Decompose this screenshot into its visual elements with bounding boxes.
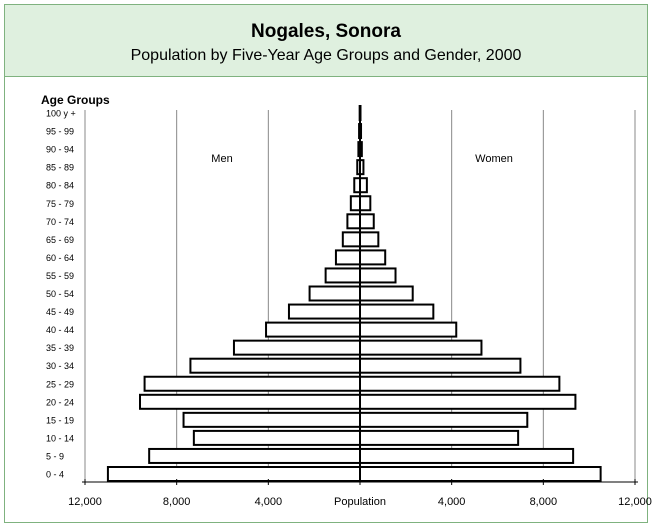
bar-women-12 bbox=[359, 249, 387, 266]
bar-women-5 bbox=[359, 375, 561, 392]
bar-men-4 bbox=[139, 393, 361, 410]
y-tick-label-5: 25 - 29 bbox=[46, 379, 74, 389]
bar-women-13 bbox=[359, 231, 380, 248]
bar-men-1 bbox=[148, 447, 361, 464]
chart-subtitle: Population by Five-Year Age Groups and G… bbox=[130, 47, 522, 64]
y-tick-label-12: 60 - 64 bbox=[46, 253, 74, 263]
bar-men-11 bbox=[324, 267, 361, 284]
y-tick-label-2: 10 - 14 bbox=[46, 433, 74, 443]
bar-women-8 bbox=[359, 321, 458, 338]
bar-women-4 bbox=[359, 393, 577, 410]
y-tick-label-20: 100 y + bbox=[46, 109, 76, 119]
y-tick-label-6: 30 - 34 bbox=[46, 361, 74, 371]
chart-title: Nogales, Sonora bbox=[251, 21, 401, 42]
x-tick-label-3: Population bbox=[334, 496, 386, 508]
bar-men-13 bbox=[341, 231, 361, 248]
bar-men-5 bbox=[143, 375, 361, 392]
bar-women-14 bbox=[359, 213, 375, 230]
bar-men-3 bbox=[182, 411, 361, 428]
chart-header: Nogales, Sonora Population by Five-Year … bbox=[5, 5, 647, 77]
axis-layer: Age Groups Men Women 12,000 8,000 4,000 Pop… bbox=[41, 93, 652, 508]
bar-men-9 bbox=[287, 303, 362, 320]
x-tick-label-0: 12,000 bbox=[68, 496, 102, 508]
y-tick-label-13: 65 - 69 bbox=[46, 235, 74, 245]
y-tick-label-4: 20 - 24 bbox=[46, 397, 74, 407]
y-tick-label-19: 95 - 99 bbox=[46, 127, 74, 137]
bar-women-0 bbox=[359, 466, 602, 482]
y-tick-label-16: 80 - 84 bbox=[46, 181, 74, 191]
bar-women-15 bbox=[359, 195, 372, 212]
y-tick-label-1: 5 - 9 bbox=[46, 451, 64, 461]
bar-men-10 bbox=[308, 285, 362, 302]
bar-men-2 bbox=[192, 429, 361, 446]
bar-men-14 bbox=[346, 213, 362, 230]
bar-men-7 bbox=[232, 339, 361, 356]
bar-men-8 bbox=[265, 321, 361, 338]
y-tick-label-3: 15 - 19 bbox=[46, 415, 74, 425]
y-tick-label-9: 45 - 49 bbox=[46, 307, 74, 317]
bar-women-10 bbox=[359, 285, 414, 302]
bar-women-16 bbox=[359, 177, 368, 194]
bar-women-11 bbox=[359, 267, 397, 284]
x-tick-label-6: 12,000 bbox=[618, 496, 652, 508]
bar-women-6 bbox=[359, 357, 522, 374]
bar-women-2 bbox=[359, 429, 520, 446]
y-tick-label-18: 90 - 94 bbox=[46, 145, 74, 155]
bar-women-9 bbox=[359, 303, 435, 320]
y-tick-label-0: 0 - 4 bbox=[46, 470, 64, 480]
y-tick-label-10: 50 - 54 bbox=[46, 289, 74, 299]
x-tick-label-5: 8,000 bbox=[530, 496, 558, 508]
bar-women-3 bbox=[359, 411, 529, 428]
x-tick-label-4: 4,000 bbox=[438, 496, 466, 508]
series-label-men: Men bbox=[211, 153, 232, 165]
bar-men-12 bbox=[334, 249, 361, 266]
series-label-women: Women bbox=[475, 153, 513, 165]
bar-layer bbox=[106, 105, 602, 482]
bar-men-0 bbox=[106, 466, 361, 482]
y-tick-label-11: 55 - 59 bbox=[46, 271, 74, 281]
x-tick-label-1: 8,000 bbox=[163, 496, 191, 508]
bar-women-7 bbox=[359, 339, 483, 356]
bar-women-1 bbox=[359, 447, 575, 464]
y-tick-label-14: 70 - 74 bbox=[46, 217, 74, 227]
y-tick-label-8: 40 - 44 bbox=[46, 325, 74, 335]
y-axis-title: Age Groups bbox=[41, 93, 110, 107]
y-tick-label-7: 35 - 39 bbox=[46, 343, 74, 353]
y-tick-label-17: 85 - 89 bbox=[46, 163, 74, 173]
bar-men-15 bbox=[349, 195, 362, 212]
bar-men-6 bbox=[189, 357, 361, 374]
y-tick-label-15: 75 - 79 bbox=[46, 199, 74, 209]
x-tick-label-2: 4,000 bbox=[255, 496, 283, 508]
